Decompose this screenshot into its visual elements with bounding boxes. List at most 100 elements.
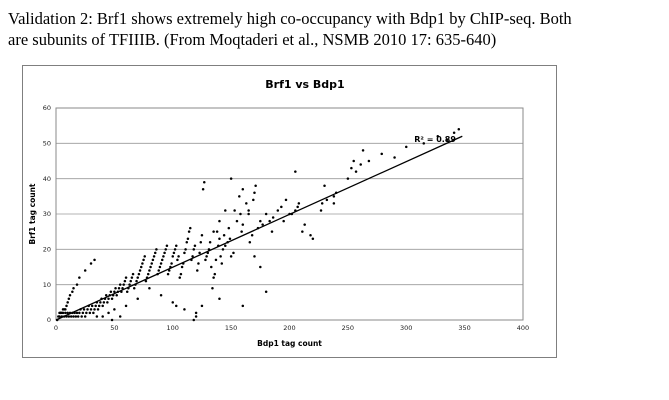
data-point <box>212 230 215 233</box>
data-point <box>221 248 225 251</box>
data-point <box>241 223 245 226</box>
data-point <box>104 294 108 297</box>
data-point <box>213 272 217 276</box>
data-point <box>110 297 114 301</box>
chart-title: Brf1 vs Bdp1 <box>265 78 344 91</box>
data-point <box>129 279 132 283</box>
data-point <box>247 209 250 212</box>
data-point <box>135 279 138 283</box>
data-point <box>141 262 144 265</box>
y-axis-ticks: 0 10 20 30 40 50 60 <box>43 104 51 324</box>
data-point <box>76 315 80 318</box>
data-point <box>232 251 235 255</box>
data-point <box>78 311 81 315</box>
data-point <box>211 286 214 290</box>
data-point <box>171 301 174 304</box>
data-point <box>178 276 182 279</box>
data-point <box>319 209 323 212</box>
data-point <box>132 286 136 290</box>
data-point <box>203 180 206 184</box>
x-tick-label: 250 <box>342 324 354 332</box>
data-point <box>83 315 87 318</box>
data-point <box>194 315 198 318</box>
data-point <box>332 202 336 205</box>
data-point <box>233 209 236 212</box>
data-point <box>148 286 151 290</box>
data-point <box>173 248 177 251</box>
data-point <box>198 251 201 255</box>
data-point <box>106 301 109 304</box>
data-point <box>192 318 196 322</box>
data-point <box>361 149 365 152</box>
y-axis-label: Brf1 tag count <box>28 183 37 244</box>
x-tick-label: 100 <box>167 324 179 332</box>
data-point <box>325 198 329 202</box>
data-point <box>192 248 196 251</box>
data-point <box>224 209 227 212</box>
data-point <box>121 286 124 290</box>
data-point <box>229 255 233 258</box>
data-point <box>238 195 241 198</box>
data-point <box>215 230 219 233</box>
data-point <box>323 184 326 187</box>
data-point <box>158 265 162 269</box>
data-point <box>102 301 106 304</box>
data-point <box>160 258 164 262</box>
data-point <box>81 311 85 315</box>
y-tick-label: 0 <box>47 316 51 324</box>
data-point <box>184 248 187 251</box>
data-point <box>93 258 96 262</box>
scatter-chart: Brf1 vs Bdp1 0 10 20 30 40 50 60 0 50 100 150 200 2… <box>28 78 529 348</box>
data-point <box>179 272 183 276</box>
data-point <box>452 131 456 134</box>
data-point <box>380 152 383 156</box>
x-axis-label: Bdp1 tag count <box>257 339 322 348</box>
x-tick-label: 0 <box>54 324 58 332</box>
x-tick-label: 300 <box>400 324 412 332</box>
data-point <box>130 276 134 279</box>
data-point <box>109 290 113 293</box>
y-tick-label: 20 <box>43 246 51 254</box>
data-point <box>165 244 169 248</box>
data-point <box>311 237 315 240</box>
data-point <box>185 241 189 244</box>
data-point <box>162 255 165 258</box>
data-point <box>68 294 72 297</box>
data-point <box>191 255 194 258</box>
caption-line-1: Validation 2: Brf1 shows extremely high … <box>8 9 572 28</box>
data-point <box>157 269 160 272</box>
data-point <box>138 269 142 272</box>
data-point <box>264 212 268 216</box>
data-point <box>210 265 213 269</box>
data-point <box>270 230 274 233</box>
data-point <box>172 251 176 255</box>
data-point <box>284 198 288 202</box>
data-point <box>69 315 73 318</box>
data-point <box>282 219 285 223</box>
data-point <box>183 308 186 311</box>
data-point <box>149 265 152 269</box>
data-point <box>67 315 71 318</box>
data-point <box>212 276 215 279</box>
data-point <box>151 258 155 262</box>
figure-caption: Validation 2: Brf1 shows extremely high … <box>8 8 663 50</box>
data-point <box>166 272 170 276</box>
data-point <box>187 230 191 233</box>
data-point <box>123 279 127 283</box>
data-point <box>245 202 248 205</box>
data-point <box>219 255 222 258</box>
data-point <box>152 255 156 258</box>
data-point <box>75 283 79 286</box>
data-point <box>101 315 104 318</box>
data-point <box>93 308 96 311</box>
data-point <box>445 138 449 142</box>
data-point <box>346 177 350 180</box>
data-point <box>204 258 207 262</box>
data-point <box>261 223 264 226</box>
data-point <box>171 255 174 258</box>
data-point <box>224 244 227 248</box>
data-point <box>276 209 280 212</box>
data-point <box>352 159 355 163</box>
data-point <box>80 315 83 318</box>
data-point <box>131 272 135 276</box>
